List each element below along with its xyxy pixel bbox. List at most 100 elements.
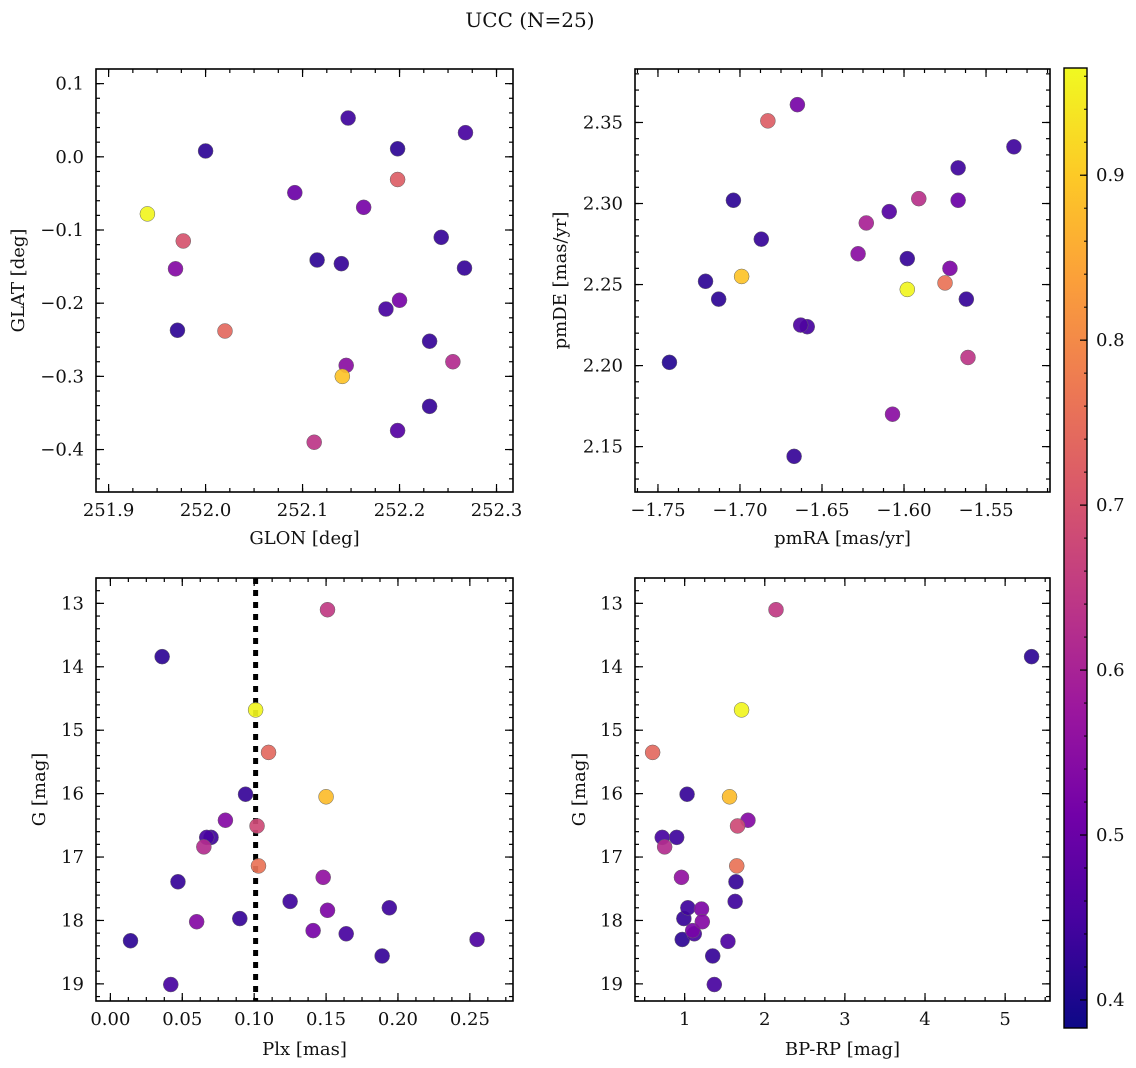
data-point: [697, 273, 714, 290]
y-tick-label: 14: [61, 657, 84, 678]
x-tick-label: 251.9: [83, 500, 135, 521]
x-axis-label: pmRA [mas/yr]: [774, 528, 911, 549]
data-point: [217, 812, 234, 829]
colorbar: 0.4 0.5 0.6 0.7 0.8 0.9: [1063, 67, 1125, 1029]
data-point: [728, 858, 745, 874]
data-point: [237, 786, 254, 803]
data-point: [958, 291, 975, 307]
data-point: [175, 233, 192, 249]
subplots: 251.9 252.0 252.1 252.2 252.3 0.1 0.0 −0.1 −0.2 −…: [8, 68, 1051, 1060]
data-point: [942, 260, 958, 277]
y-tick-label: 15: [600, 720, 623, 741]
data-point: [319, 902, 336, 919]
data-point: [421, 333, 438, 349]
data-point: [960, 349, 976, 366]
data-point: [721, 789, 738, 805]
subplot-2: −1.75 −1.70 −1.65 −1.60 −1.55 2.35 2.30 2.25 2.2…: [550, 68, 1051, 549]
data-point: [684, 922, 701, 939]
axis-ticks: [635, 577, 1050, 1001]
data-point: [733, 702, 750, 718]
axis-ticks: [96, 69, 513, 492]
y-tick-label: −0.1: [40, 220, 84, 241]
data-point: [850, 246, 866, 262]
x-tick-label: 5: [999, 1009, 1010, 1030]
x-axis-label: Plx [mas]: [262, 1039, 347, 1060]
figure-title: UCC (N=25): [465, 8, 594, 32]
x-tick-label: 1: [679, 1009, 690, 1030]
colorbar-tick-label: 0.4: [1096, 990, 1125, 1011]
data-point: [163, 976, 179, 993]
y-axis-label: GLAT [deg]: [8, 229, 29, 333]
data-point: [249, 818, 265, 834]
y-tick-label: −0.2: [40, 293, 84, 314]
x-tick-label: 4: [919, 1009, 930, 1030]
data-point: [768, 601, 784, 618]
data-point: [950, 160, 966, 176]
data-point: [391, 292, 408, 309]
axis-ticks: [635, 69, 1050, 492]
data-point: [315, 869, 331, 886]
colorbar-tick-label: 0.6: [1096, 660, 1125, 681]
y-tick-label: 2.30: [583, 194, 623, 215]
data-point: [733, 268, 750, 285]
data-point: [644, 744, 661, 761]
data-point: [167, 261, 184, 277]
x-tick-label: 252.1: [277, 500, 329, 521]
y-tick-label: 14: [600, 657, 623, 678]
colorbar-frame: [1063, 67, 1088, 1029]
data-point: [232, 910, 248, 927]
axes-frame: [634, 577, 1051, 1002]
data-point: [694, 913, 711, 930]
y-tick-label: 13: [61, 593, 84, 614]
data-point: [725, 192, 742, 209]
data-point: [673, 869, 690, 886]
y-tick-label: 2.20: [583, 356, 623, 377]
data-point: [445, 353, 461, 370]
x-tick-label: −1.75: [630, 500, 685, 521]
y-axis-label: pmDE [mas/yr]: [550, 212, 571, 350]
data-point: [306, 434, 322, 450]
data-point: [1023, 648, 1040, 665]
data-point: [247, 702, 264, 718]
data-point: [188, 913, 205, 930]
data-point: [720, 933, 736, 950]
x-tick-label: −1.55: [958, 500, 1013, 521]
data-point: [457, 124, 474, 141]
axes-frame: [634, 68, 1051, 493]
y-tick-label: 17: [61, 847, 84, 868]
data-point: [355, 199, 372, 216]
x-tick-label: 0.00: [90, 1009, 130, 1030]
data-point: [727, 893, 743, 910]
data-point: [338, 926, 354, 942]
y-tick-label: 0.0: [55, 147, 84, 168]
data-point: [421, 398, 438, 415]
x-axis-label: GLON [deg]: [249, 528, 359, 549]
data-point: [706, 976, 723, 993]
data-point: [679, 786, 695, 803]
x-tick-label: 0.15: [306, 1009, 346, 1030]
y-tick-label: 0.1: [55, 74, 84, 95]
x-tick-label: 3: [839, 1009, 850, 1030]
data-point: [196, 839, 212, 855]
y-axis-label: G [mag]: [29, 753, 50, 826]
y-tick-label: 2.25: [583, 275, 623, 296]
data-point: [197, 143, 214, 159]
data-point: [656, 839, 673, 855]
x-tick-label: 0.25: [450, 1009, 490, 1030]
y-tick-label: 2.35: [583, 112, 623, 133]
data-point: [319, 601, 336, 618]
axes-frame: [95, 68, 514, 493]
x-tick-label: −1.70: [712, 500, 767, 521]
x-tick-label: 252.2: [374, 500, 426, 521]
colorbar-tick-label: 0.7: [1096, 495, 1125, 516]
data-point: [250, 858, 267, 874]
axis-ticks: [96, 577, 513, 1001]
data-point: [456, 260, 473, 276]
x-tick-label: 2: [759, 1009, 770, 1030]
data-point: [710, 291, 727, 307]
data-point: [217, 323, 233, 339]
y-tick-label: 13: [600, 593, 623, 614]
data-point: [381, 900, 398, 916]
data-point: [139, 206, 156, 222]
